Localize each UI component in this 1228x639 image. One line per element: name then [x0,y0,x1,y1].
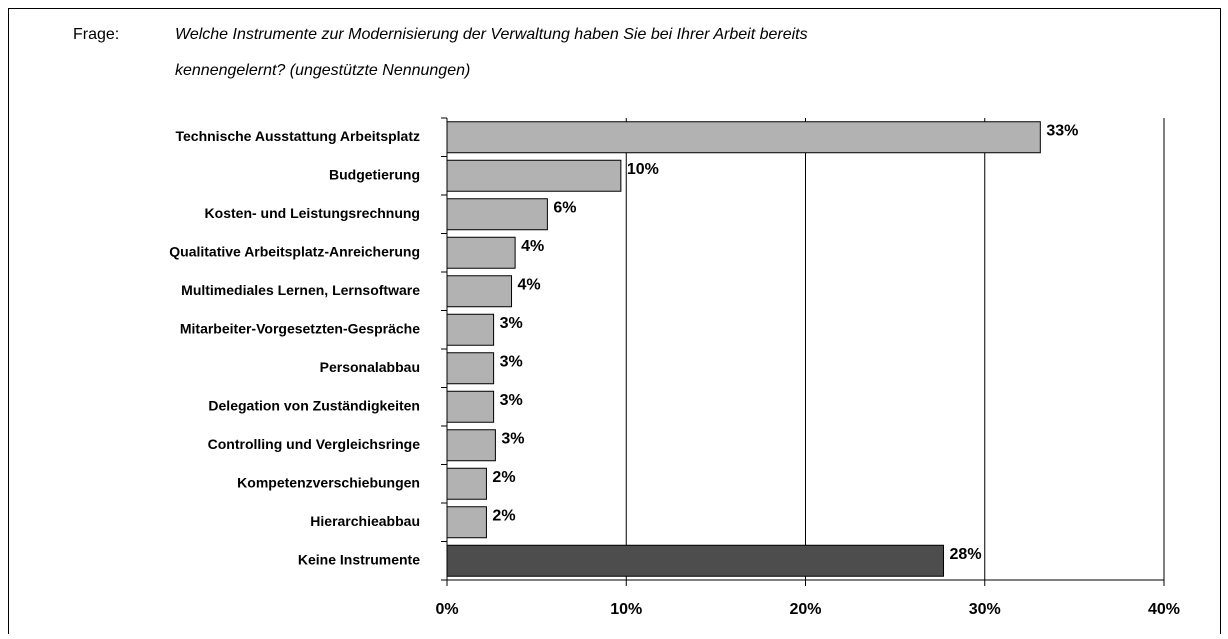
data-label: 2% [492,507,515,524]
x-tick-label: 20% [789,601,821,618]
y-tick-label: Technische Ausstattung Arbeitsplatz [175,128,420,144]
y-tick-label: Kosten- und Leistungsrechnung [205,205,420,221]
y-tick-label: Keine Instrumente [298,551,420,567]
y-tick-label: Hierarchieabbau [310,513,420,529]
y-tick-label: Kompetenzverschiebungen [237,474,420,490]
data-label: 4% [521,238,544,255]
y-tick-label: Mitarbeiter-Vorgesetzten-Gespräche [180,320,420,336]
bar [446,198,548,231]
y-tick-label: Budgetierung [329,166,420,182]
bar [446,121,1041,154]
y-tick-label: Personalabbau [320,359,420,375]
y-tick-label: Qualitative Arbeitsplatz-Anreicherung [169,243,420,259]
data-label: 6% [553,199,576,216]
bar [446,506,487,539]
y-tick-label: Controlling und Vergleichsringe [208,436,421,452]
x-tick-label: 40% [1148,601,1180,618]
bar [446,236,516,269]
data-label: 3% [500,315,523,332]
title-line: kennengelernt? (ungestützte Nennungen) [175,62,470,79]
bar [446,352,495,385]
y-tick-label: Multimediales Lernen, Lernsoftware [181,282,420,298]
y-tick-label: Delegation von Zuständigkeiten [208,397,420,413]
question-label: Frage: [73,26,119,43]
data-label: 2% [492,469,515,486]
bar [446,313,495,346]
bar [446,429,496,462]
frame [8,8,1221,639]
data-label: 3% [501,430,524,447]
bar [446,544,945,577]
data-label: 3% [500,392,523,409]
data-label: 3% [500,353,523,370]
bar [446,390,495,423]
data-label: 4% [518,276,541,293]
data-label: 33% [1046,122,1078,139]
title-line: Welche Instrumente zur Modernisierung de… [175,26,808,43]
data-label: 10% [627,161,659,178]
x-tick-label: 10% [610,601,642,618]
bar [446,275,513,308]
x-tick-label: 30% [969,601,1001,618]
bar [446,159,622,192]
x-tick-label: 0% [435,601,458,618]
data-label: 28% [950,546,982,563]
bar [446,467,487,500]
